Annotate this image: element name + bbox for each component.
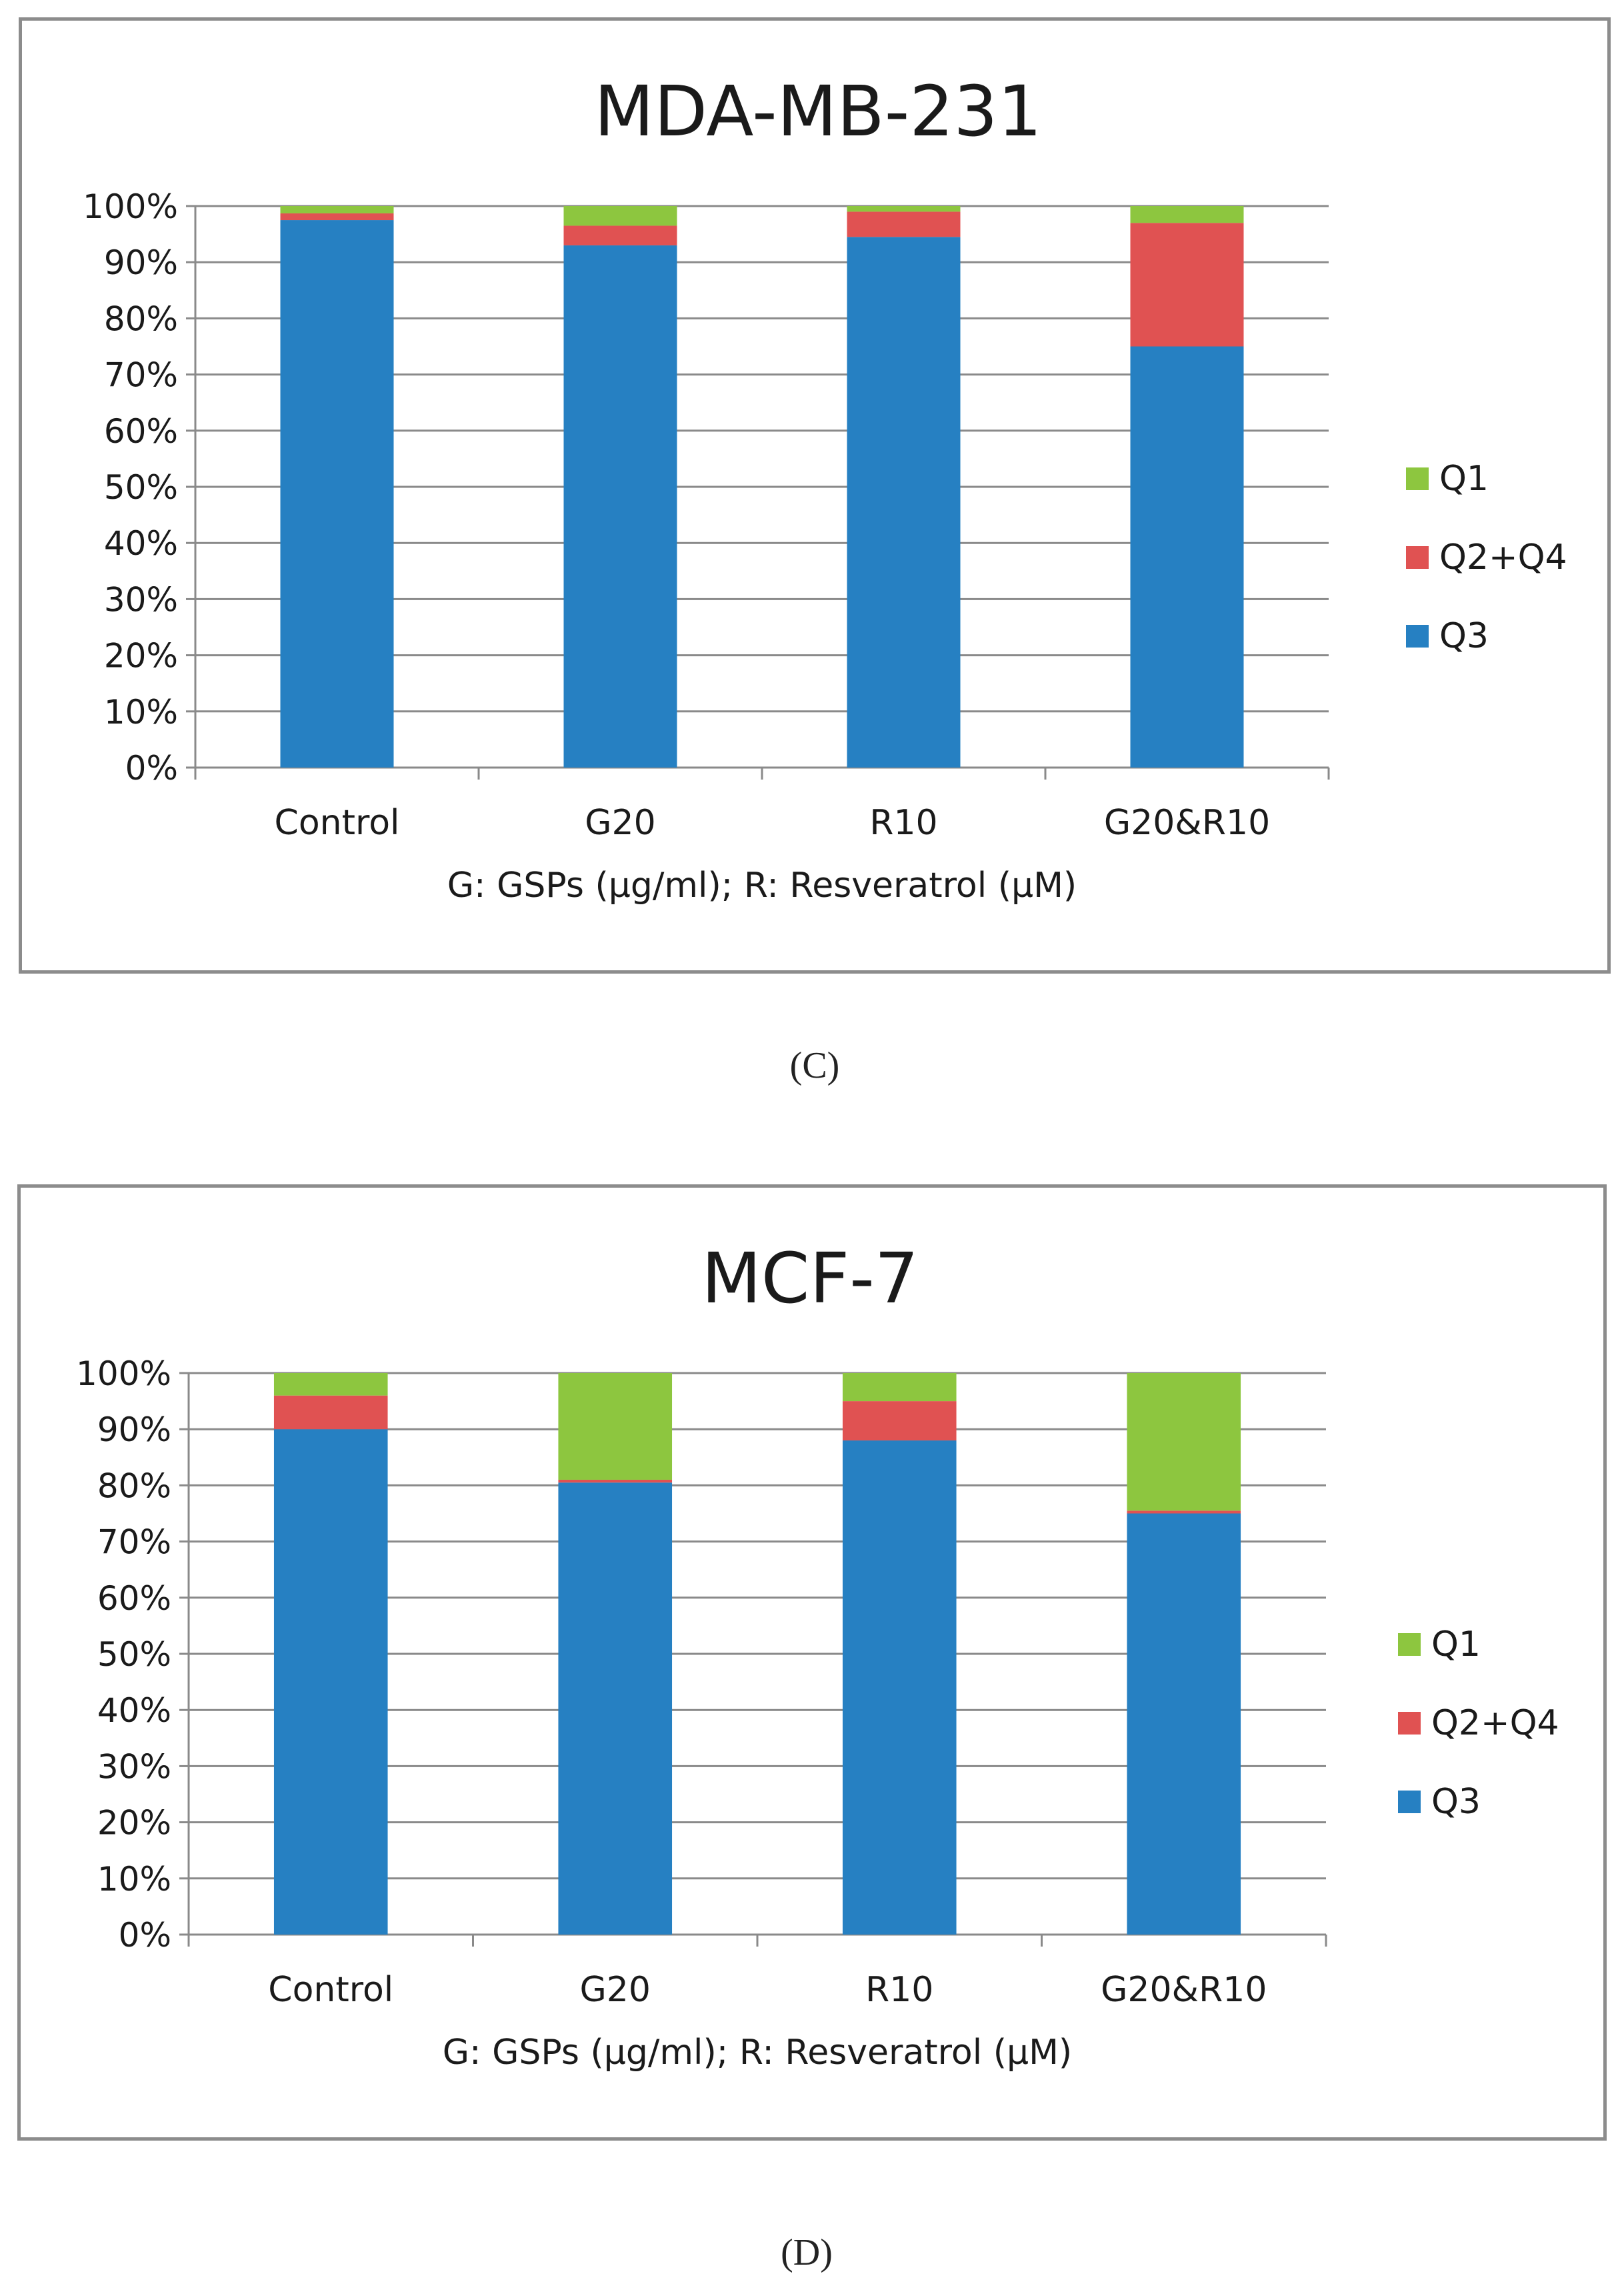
y-tick-label: 90% bbox=[97, 1410, 171, 1449]
y-tick-label: 30% bbox=[97, 1747, 171, 1786]
bar-q2-q4-control bbox=[280, 213, 394, 221]
x-tick-label: R10 bbox=[869, 803, 937, 843]
legend-label-q3: Q3 bbox=[1439, 616, 1489, 656]
bar-q1-g20-r10 bbox=[1127, 1373, 1241, 1511]
y-tick-label: 10% bbox=[97, 1860, 171, 1899]
y-tick-label: 90% bbox=[104, 243, 178, 282]
y-tick-label: 50% bbox=[104, 468, 178, 507]
x-axis-label: G: GSPs (μg/ml); R: Resveratrol (μM) bbox=[443, 2033, 1072, 2073]
bar-q3-control bbox=[280, 220, 394, 768]
legend-swatch-q1 bbox=[1406, 467, 1429, 490]
x-tick-label: Control bbox=[268, 1970, 393, 2010]
bar-q3-control bbox=[273, 1429, 388, 1935]
chart-title: MDA-MB-231 bbox=[594, 71, 1041, 152]
figure-caption-d: (D) bbox=[781, 2232, 833, 2273]
y-tick-label: 40% bbox=[97, 1691, 171, 1730]
y-tick-label: 30% bbox=[104, 580, 178, 619]
bar-q3-g20-r10 bbox=[1130, 346, 1244, 768]
bar-q2-q4-g20 bbox=[558, 1479, 673, 1483]
legend-label-q1: Q1 bbox=[1431, 1624, 1481, 1664]
chart-mcf-7: MCF-7 0% 10% 20% 30% 40% 50% 60% 70% 80% 90% 100% Co… bbox=[76, 1238, 1559, 2073]
bar-q2-q4-r10 bbox=[842, 1401, 957, 1441]
figure-caption-c: (C) bbox=[789, 1045, 840, 1086]
bar-q2-q4-r10 bbox=[847, 211, 961, 237]
legend-label-q2-q4: Q2+Q4 bbox=[1439, 537, 1567, 578]
bar-q2-q4-g20-r10 bbox=[1130, 223, 1244, 347]
y-tick-label: 70% bbox=[97, 1523, 171, 1562]
bar-q2-q4-control bbox=[273, 1395, 388, 1430]
x-tick-label: G20&R10 bbox=[1104, 803, 1270, 843]
y-tick-label: 20% bbox=[104, 637, 178, 676]
y-tick-label: 80% bbox=[97, 1466, 171, 1505]
bar-q1-control bbox=[273, 1373, 388, 1396]
bar-q1-g20 bbox=[563, 206, 677, 226]
x-tick-label: G20 bbox=[585, 803, 655, 843]
x-tick-label: R10 bbox=[865, 1970, 933, 2010]
y-tick-label: 40% bbox=[104, 524, 178, 563]
bar-q3-r10 bbox=[847, 237, 961, 768]
y-tick-label: 60% bbox=[104, 412, 178, 451]
bar-q3-r10 bbox=[842, 1440, 957, 1935]
bar-q2-q4-g20 bbox=[563, 225, 677, 245]
bar-q1-r10 bbox=[847, 206, 961, 212]
chart-panel-mda-mb-231: MDA-MB-231 0% 10% 20% 30% 40% 50% 60% 70% 80% 90% 1… bbox=[19, 17, 1611, 974]
bar-q1-g20 bbox=[558, 1373, 673, 1480]
bar-q1-control bbox=[280, 206, 394, 213]
y-tick-label: 100% bbox=[76, 1354, 171, 1393]
bar-q3-g20-r10 bbox=[1127, 1513, 1241, 1935]
y-tick-label: 20% bbox=[97, 1804, 171, 1843]
y-tick-label: 0% bbox=[119, 1916, 171, 1955]
y-tick-label: 50% bbox=[97, 1635, 171, 1674]
legend-swatch-q1 bbox=[1398, 1633, 1421, 1656]
x-axis-label: G: GSPs (μg/ml); R: Resveratrol (μM) bbox=[447, 866, 1077, 906]
bar-q1-r10 bbox=[842, 1373, 957, 1402]
bar-q3-g20 bbox=[558, 1482, 673, 1935]
y-tick-label: 60% bbox=[97, 1579, 171, 1618]
chart-mda-mb-231: MDA-MB-231 0% 10% 20% 30% 40% 50% 60% 70% 80% 90% 1… bbox=[83, 71, 1567, 906]
legend-label-q2-q4: Q2+Q4 bbox=[1431, 1703, 1559, 1743]
x-tick-label: G20 bbox=[580, 1970, 651, 2010]
y-tick-label: 100% bbox=[83, 187, 178, 226]
y-tick-label: 10% bbox=[104, 693, 178, 732]
bar-q3-g20 bbox=[563, 245, 677, 768]
x-tick-label: G20&R10 bbox=[1101, 1970, 1267, 2010]
legend-label-q3: Q3 bbox=[1431, 1782, 1481, 1822]
chart-panel-mcf-7: MCF-7 0% 10% 20% 30% 40% 50% 60% 70% 80% 90% 100% Co… bbox=[17, 1184, 1607, 2141]
y-tick-label: 70% bbox=[104, 356, 178, 395]
bar-q1-g20-r10 bbox=[1130, 206, 1244, 223]
legend-swatch-q3 bbox=[1398, 1791, 1421, 1813]
bar-q2-q4-g20-r10 bbox=[1127, 1510, 1241, 1514]
legend-swatch-q2-q4 bbox=[1406, 546, 1429, 569]
legend-label-q1: Q1 bbox=[1439, 459, 1489, 499]
x-tick-label: Control bbox=[275, 803, 400, 843]
legend-swatch-q2-q4 bbox=[1398, 1712, 1421, 1735]
chart-title: MCF-7 bbox=[701, 1238, 919, 1319]
legend-swatch-q3 bbox=[1406, 625, 1429, 648]
y-tick-label: 0% bbox=[125, 749, 178, 788]
y-tick-label: 80% bbox=[104, 299, 178, 338]
